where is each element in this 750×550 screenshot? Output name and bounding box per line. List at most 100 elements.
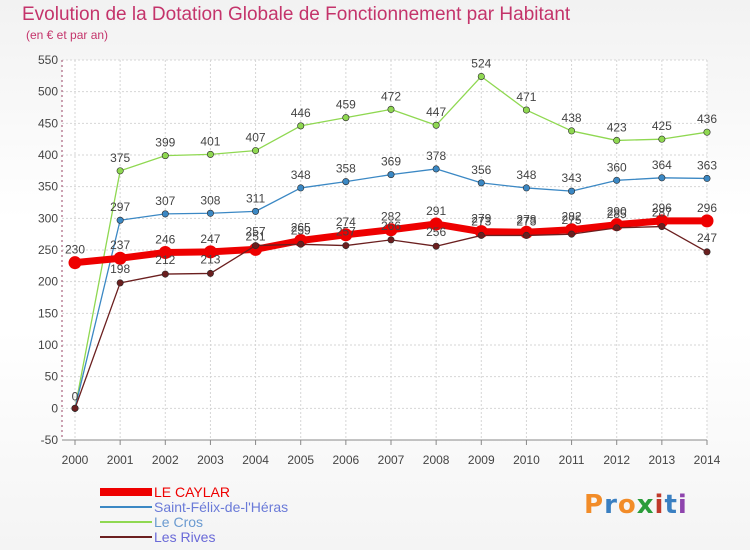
data-point xyxy=(206,150,214,158)
data-label: 364 xyxy=(652,158,672,172)
data-label: 256 xyxy=(426,225,446,239)
data-point xyxy=(116,216,124,224)
data-point xyxy=(297,122,305,130)
data-label: 472 xyxy=(381,89,401,103)
data-point xyxy=(342,242,350,250)
data-point xyxy=(703,128,711,136)
data-label: 212 xyxy=(155,253,175,267)
data-point xyxy=(613,224,621,232)
data-point xyxy=(206,209,214,217)
y-tick-label: 0 xyxy=(51,401,58,415)
data-point xyxy=(116,167,124,175)
data-point xyxy=(297,240,305,248)
data-point xyxy=(342,114,350,122)
data-label: 407 xyxy=(246,131,266,145)
legend-swatch xyxy=(100,520,152,523)
data-label: 275 xyxy=(562,213,582,227)
data-label: 259 xyxy=(291,223,311,237)
data-label: 356 xyxy=(471,163,491,177)
data-label: 273 xyxy=(471,214,491,228)
data-point xyxy=(613,136,621,144)
data-point xyxy=(700,214,714,228)
logo-letter: P xyxy=(584,490,605,520)
y-tick-label: 400 xyxy=(38,148,58,162)
x-tick-label: 2009 xyxy=(468,453,495,467)
x-tick-label: 2011 xyxy=(559,453,585,467)
data-point xyxy=(71,404,79,412)
legend-swatch xyxy=(100,505,152,508)
x-tick-label: 2002 xyxy=(152,453,179,467)
data-label: 438 xyxy=(562,111,582,125)
data-point xyxy=(613,176,621,184)
data-point xyxy=(568,230,576,238)
data-label: 282 xyxy=(381,210,401,224)
data-label: 278 xyxy=(516,212,536,226)
logo-letter: o xyxy=(617,490,637,520)
data-point xyxy=(655,214,669,228)
y-tick-label: 300 xyxy=(38,211,58,225)
x-tick-label: 2012 xyxy=(603,453,630,467)
x-tick-label: 2008 xyxy=(423,453,450,467)
data-label: 436 xyxy=(697,112,717,126)
data-label: 273 xyxy=(516,214,536,228)
x-tick-label: 2001 xyxy=(107,453,134,467)
data-label: 198 xyxy=(110,262,130,276)
data-label: 524 xyxy=(471,56,491,70)
data-point xyxy=(387,105,395,113)
data-point xyxy=(116,279,124,287)
proxiti-logo: Proxiti xyxy=(584,490,688,520)
x-tick-label: 2010 xyxy=(513,453,540,467)
data-point xyxy=(113,251,127,265)
data-point xyxy=(658,135,666,143)
y-tick-label: -50 xyxy=(41,433,59,447)
data-point xyxy=(568,187,576,195)
data-label: 0 xyxy=(72,389,79,403)
data-label: 447 xyxy=(426,105,446,119)
data-label: 266 xyxy=(381,219,401,233)
data-label: 459 xyxy=(336,98,356,112)
data-label: 307 xyxy=(155,194,175,208)
data-point xyxy=(161,270,169,278)
data-label: 378 xyxy=(426,149,446,163)
data-label: 471 xyxy=(516,90,536,104)
logo-letter: r xyxy=(604,490,618,520)
legend-item: Le Cros xyxy=(100,514,288,530)
data-label: 369 xyxy=(381,155,401,169)
data-point xyxy=(522,231,530,239)
data-label: 423 xyxy=(607,120,627,134)
data-label: 311 xyxy=(246,191,265,205)
logo-letter: i xyxy=(654,490,665,520)
data-label: 247 xyxy=(200,232,220,246)
x-tick-label: 2007 xyxy=(378,453,405,467)
data-point xyxy=(342,178,350,186)
data-label: 375 xyxy=(110,151,130,165)
data-label: 265 xyxy=(291,221,311,235)
legend-item: Les Rives xyxy=(100,528,288,545)
data-point xyxy=(658,223,666,231)
y-tick-label: 100 xyxy=(38,338,58,352)
logo-letter: t xyxy=(664,490,678,520)
x-tick-label: 2013 xyxy=(649,453,676,467)
data-label: 291 xyxy=(426,204,446,218)
data-label: 251 xyxy=(246,229,266,243)
legend-label: Les Rives xyxy=(154,528,216,545)
data-label: 257 xyxy=(336,225,356,239)
data-label: 247 xyxy=(697,231,717,245)
y-tick-label: 200 xyxy=(38,275,58,289)
data-point xyxy=(68,256,82,270)
data-point xyxy=(384,223,398,237)
data-label: 237 xyxy=(110,238,130,252)
data-label: 257 xyxy=(246,225,266,239)
data-point xyxy=(297,184,305,192)
data-label: 246 xyxy=(155,233,175,247)
axis-layer: -50 0 50 100 150 200 250 300 350 400 450 500 550 2000… xyxy=(38,53,721,467)
y-tick-label: 550 xyxy=(38,53,58,67)
y-tick-label: 150 xyxy=(38,306,58,320)
x-tick-label: 2014 xyxy=(694,453,721,467)
data-label: 282 xyxy=(562,210,582,224)
data-point xyxy=(477,179,485,187)
data-point xyxy=(206,269,214,277)
x-tick-label: 2005 xyxy=(287,453,314,467)
